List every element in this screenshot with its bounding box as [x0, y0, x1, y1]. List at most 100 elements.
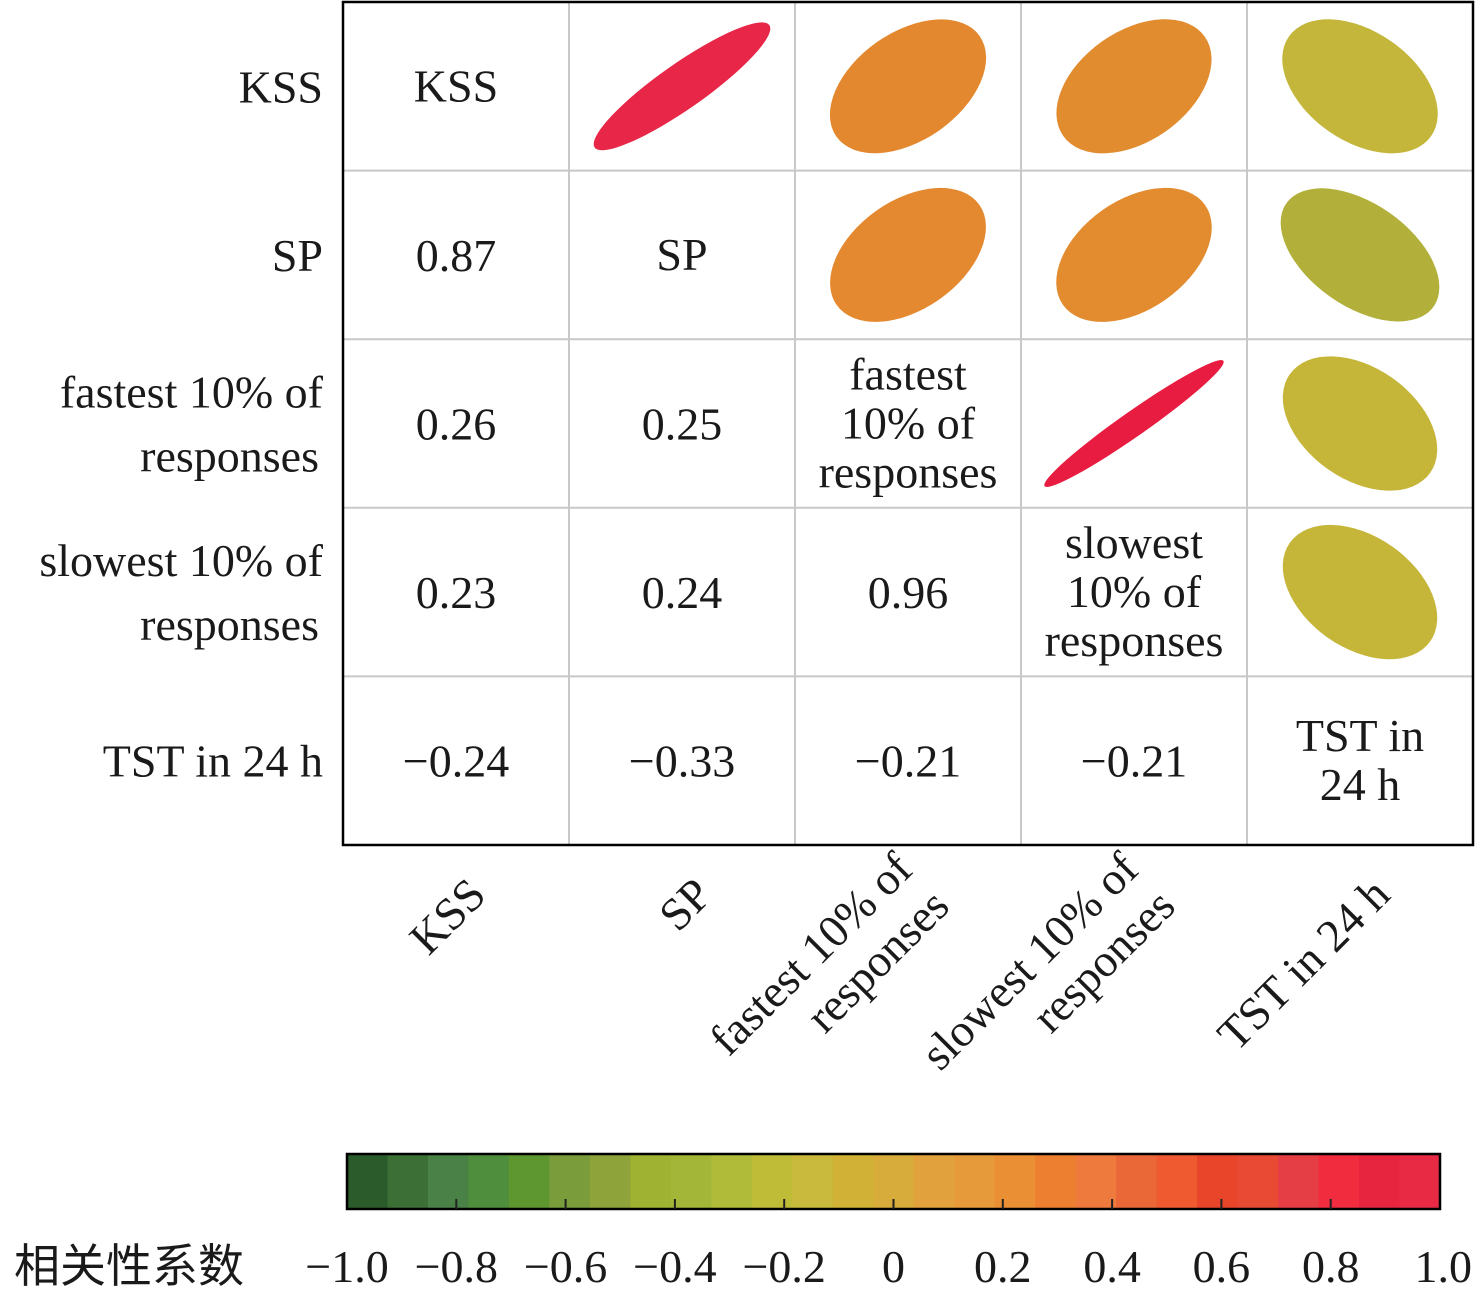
diagonal-label-line: responses	[819, 447, 998, 498]
correlation-ellipse	[1056, 19, 1212, 154]
colorbar-tick-label: 0	[882, 1241, 905, 1292]
y-tick-label: KSS	[239, 61, 323, 112]
colorbar-label: 相关性系数	[14, 1241, 244, 1292]
correlation-value: −0.24	[403, 736, 509, 787]
colorbar-tick-label: −0.4	[633, 1241, 716, 1292]
x-tick-label: TST in 24 h	[1207, 868, 1399, 1060]
x-tick-label-line: TST in 24 h	[1207, 868, 1399, 1060]
correlation-ellipse	[1280, 188, 1440, 322]
colorbar-tick-label: −0.2	[742, 1241, 825, 1292]
x-tick-label: SP	[649, 868, 721, 940]
colorbar-segment	[589, 1154, 631, 1209]
colorbar-segment	[954, 1154, 996, 1209]
diagonal-label: TST in 24 h	[1296, 710, 1424, 810]
y-tick-label: SP	[272, 230, 323, 281]
grid	[343, 2, 1473, 845]
diagonal-label-line: 10% of	[841, 398, 976, 449]
plot-frame	[341, 0, 1475, 847]
correlation-ellipse	[1282, 356, 1438, 491]
diagonal-label: SP	[656, 229, 707, 280]
colorbar-segment	[1237, 1154, 1279, 1209]
colorbar-segment	[1075, 1154, 1117, 1209]
colorbar-segment	[832, 1154, 874, 1209]
colorbar-segment	[994, 1154, 1036, 1209]
colorbar-segment	[670, 1154, 712, 1209]
correlation-ellipse	[593, 22, 771, 151]
y-tick-label: TST in 24 h	[103, 736, 323, 787]
correlation-ellipse	[1282, 19, 1438, 154]
colorbar-tick-label: 1.0	[1415, 1241, 1473, 1292]
colorbar-segment	[913, 1154, 955, 1209]
y-tick-label: slowest 10% of responses	[39, 535, 323, 650]
correlation-ellipse	[830, 187, 986, 322]
colorbar-segment	[792, 1154, 834, 1209]
correlation-value: −0.33	[629, 736, 735, 787]
correlation-value: 0.24	[642, 567, 723, 618]
y-tick-label-line: SP	[272, 230, 323, 281]
y-tick-label: fastest 10% of responses	[60, 367, 324, 482]
diagonal-label-line: slowest	[1065, 517, 1203, 568]
colorbar-tick-label: 0.2	[974, 1241, 1032, 1292]
diagonal-label: slowest 10% of responses	[1045, 517, 1224, 666]
correlation-value: −0.21	[855, 736, 961, 787]
colorbar-segment	[711, 1154, 753, 1209]
colorbar-segment	[427, 1154, 470, 1209]
colorbar-segment	[1156, 1154, 1198, 1209]
colorbar-tick-label: 0.6	[1193, 1241, 1251, 1292]
colorbar: −1.0 −0.8 −0.6 −0.4 −0.2 0 0.2 0.4 0.6 0.8 1.0	[305, 1152, 1473, 1292]
colorbar-tick-label: −0.8	[415, 1241, 498, 1292]
diagonal-label-line: SP	[656, 229, 707, 280]
colorbar-tick-label: −0.6	[524, 1241, 607, 1292]
x-tick-label: KSS	[399, 868, 495, 964]
diagonal-label-line: fastest	[849, 349, 967, 400]
y-tick-label-line: responses	[140, 599, 319, 650]
correlation-value: −0.21	[1081, 736, 1187, 787]
x-tick-label-line: SP	[649, 868, 721, 940]
correlation-ellipse	[1282, 524, 1438, 660]
correlation-ellipse	[829, 19, 987, 154]
colorbar-segment	[387, 1154, 429, 1209]
colorbar-segment	[630, 1154, 672, 1209]
y-tick-label-line: fastest 10% of	[60, 367, 324, 418]
colorbar-segment	[347, 1154, 389, 1209]
diagonal-label: KSS	[414, 60, 498, 111]
colorbar-segment	[1197, 1154, 1239, 1209]
colorbar-segment	[1318, 1154, 1360, 1209]
colorbar-segment	[1359, 1154, 1401, 1209]
colorbar-tick-label: 0.4	[1083, 1241, 1141, 1292]
colorbar-segment	[1116, 1154, 1158, 1209]
diagonal-label: fastest 10% of responses	[819, 349, 998, 498]
correlation-value: 0.26	[416, 399, 497, 450]
colorbar-segment	[549, 1154, 591, 1209]
correlation-value: 0.23	[416, 567, 497, 618]
diagonal-label-line: 24 h	[1320, 759, 1401, 810]
correlation-value: 0.96	[868, 567, 949, 618]
colorbar-segment	[1278, 1154, 1320, 1209]
colorbar-segment	[751, 1154, 793, 1209]
y-tick-label-line: slowest 10% of	[39, 535, 323, 586]
y-tick-label-line: KSS	[239, 61, 323, 112]
diagonal-label-line: KSS	[414, 60, 498, 111]
colorbar-segment	[1035, 1154, 1077, 1209]
colorbar-tick-label: −1.0	[305, 1241, 388, 1292]
correlation-value: 0.87	[416, 230, 497, 281]
colorbar-segment	[1399, 1154, 1441, 1209]
colorbar-tick-label: 0.8	[1302, 1241, 1360, 1292]
y-tick-label-line: responses	[140, 431, 319, 482]
diagonal-label-line: TST in	[1296, 710, 1424, 761]
diagonal-label-line: responses	[1045, 615, 1224, 666]
colorbar-segment	[508, 1154, 551, 1209]
diagonal-label-line: 10% of	[1067, 566, 1202, 617]
correlation-value: 0.25	[642, 399, 723, 450]
correlation-ellipse	[1056, 187, 1212, 322]
x-tick-label-line: KSS	[399, 868, 495, 964]
y-tick-label-line: TST in 24 h	[103, 736, 323, 787]
colorbar-segment	[468, 1154, 510, 1209]
correlation-ellipse	[1044, 360, 1224, 487]
